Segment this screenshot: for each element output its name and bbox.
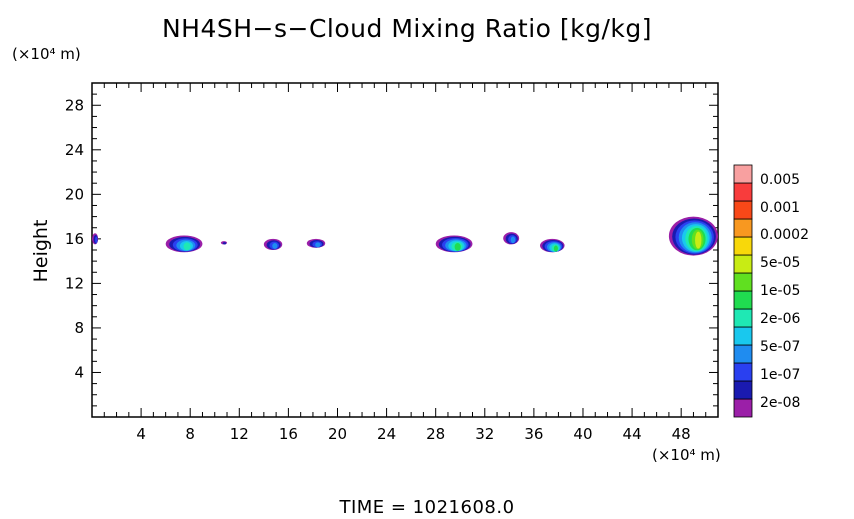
colorbar-bin bbox=[733, 200, 753, 220]
y-tick-label: 28 bbox=[65, 96, 84, 114]
colorbar-label: 1e-05 bbox=[760, 283, 801, 299]
y-tick-label: 24 bbox=[65, 141, 84, 159]
x-tick-label: 44 bbox=[623, 425, 642, 443]
x-tick-label: 24 bbox=[377, 425, 396, 443]
colorbar-label: 2e-06 bbox=[760, 311, 801, 327]
x-axis-unit: (×10⁴ m) bbox=[652, 446, 721, 464]
colorbar-label: 2e-08 bbox=[760, 395, 801, 411]
colorbar-label: 0.0002 bbox=[760, 227, 809, 243]
x-tick-label: 40 bbox=[573, 425, 592, 443]
x-tick-label: 4 bbox=[136, 425, 146, 443]
x-tick-label: 48 bbox=[672, 425, 691, 443]
colorbar-bin bbox=[733, 254, 753, 274]
x-tick-label: 28 bbox=[426, 425, 445, 443]
y-tick-label: 8 bbox=[74, 319, 84, 337]
cloud-blob bbox=[95, 236, 98, 244]
colorbar-bin bbox=[733, 182, 753, 202]
y-axis-label: Height bbox=[30, 219, 52, 283]
x-tick-label: 32 bbox=[475, 425, 494, 443]
colorbar-label: 0.001 bbox=[760, 200, 801, 216]
colorbar-bin bbox=[733, 218, 753, 238]
colorbar-bin bbox=[733, 380, 753, 400]
y-tick-label: 20 bbox=[65, 185, 84, 203]
colorbar-bin bbox=[733, 344, 753, 364]
colorbar-label: 5e-05 bbox=[760, 255, 801, 271]
time-label: TIME = 1021608.0 bbox=[339, 497, 515, 518]
cloud-blob bbox=[272, 242, 278, 249]
chart-title: NH4SH−s−Cloud Mixing Ratio [kg/kg] bbox=[161, 14, 653, 43]
colorbar-label: 0.005 bbox=[760, 172, 801, 188]
cloud-blob bbox=[454, 243, 461, 251]
cloud-blob bbox=[222, 242, 227, 245]
x-tick-label: 20 bbox=[328, 425, 347, 443]
cloud-blob bbox=[510, 236, 516, 244]
colorbar-bin bbox=[733, 308, 753, 328]
y-tick-label: 4 bbox=[74, 363, 84, 381]
x-tick-label: 36 bbox=[524, 425, 543, 443]
colorbar-bin bbox=[733, 272, 753, 292]
y-tick-label: 16 bbox=[65, 230, 84, 248]
cloud-blob bbox=[315, 242, 321, 248]
x-tick-label: 16 bbox=[279, 425, 298, 443]
colorbar-bin bbox=[733, 164, 753, 184]
colorbar-bin bbox=[733, 362, 753, 382]
colorbar-label: 1e-07 bbox=[760, 367, 801, 383]
cloud-blob bbox=[553, 245, 558, 252]
x-tick-label: 12 bbox=[230, 425, 249, 443]
colorbar-bin bbox=[733, 326, 753, 346]
x-tick-label: 8 bbox=[185, 425, 195, 443]
cloud-blob bbox=[183, 242, 191, 251]
colorbar-bin bbox=[733, 398, 753, 418]
colorbar-bin bbox=[733, 236, 753, 256]
colorbar-bin bbox=[733, 290, 753, 310]
colorbar-label: 5e-07 bbox=[760, 339, 801, 355]
y-tick-label: 12 bbox=[65, 274, 84, 292]
y-axis-unit: (×10⁴ m) bbox=[12, 45, 81, 63]
cloud-blob bbox=[695, 231, 702, 249]
